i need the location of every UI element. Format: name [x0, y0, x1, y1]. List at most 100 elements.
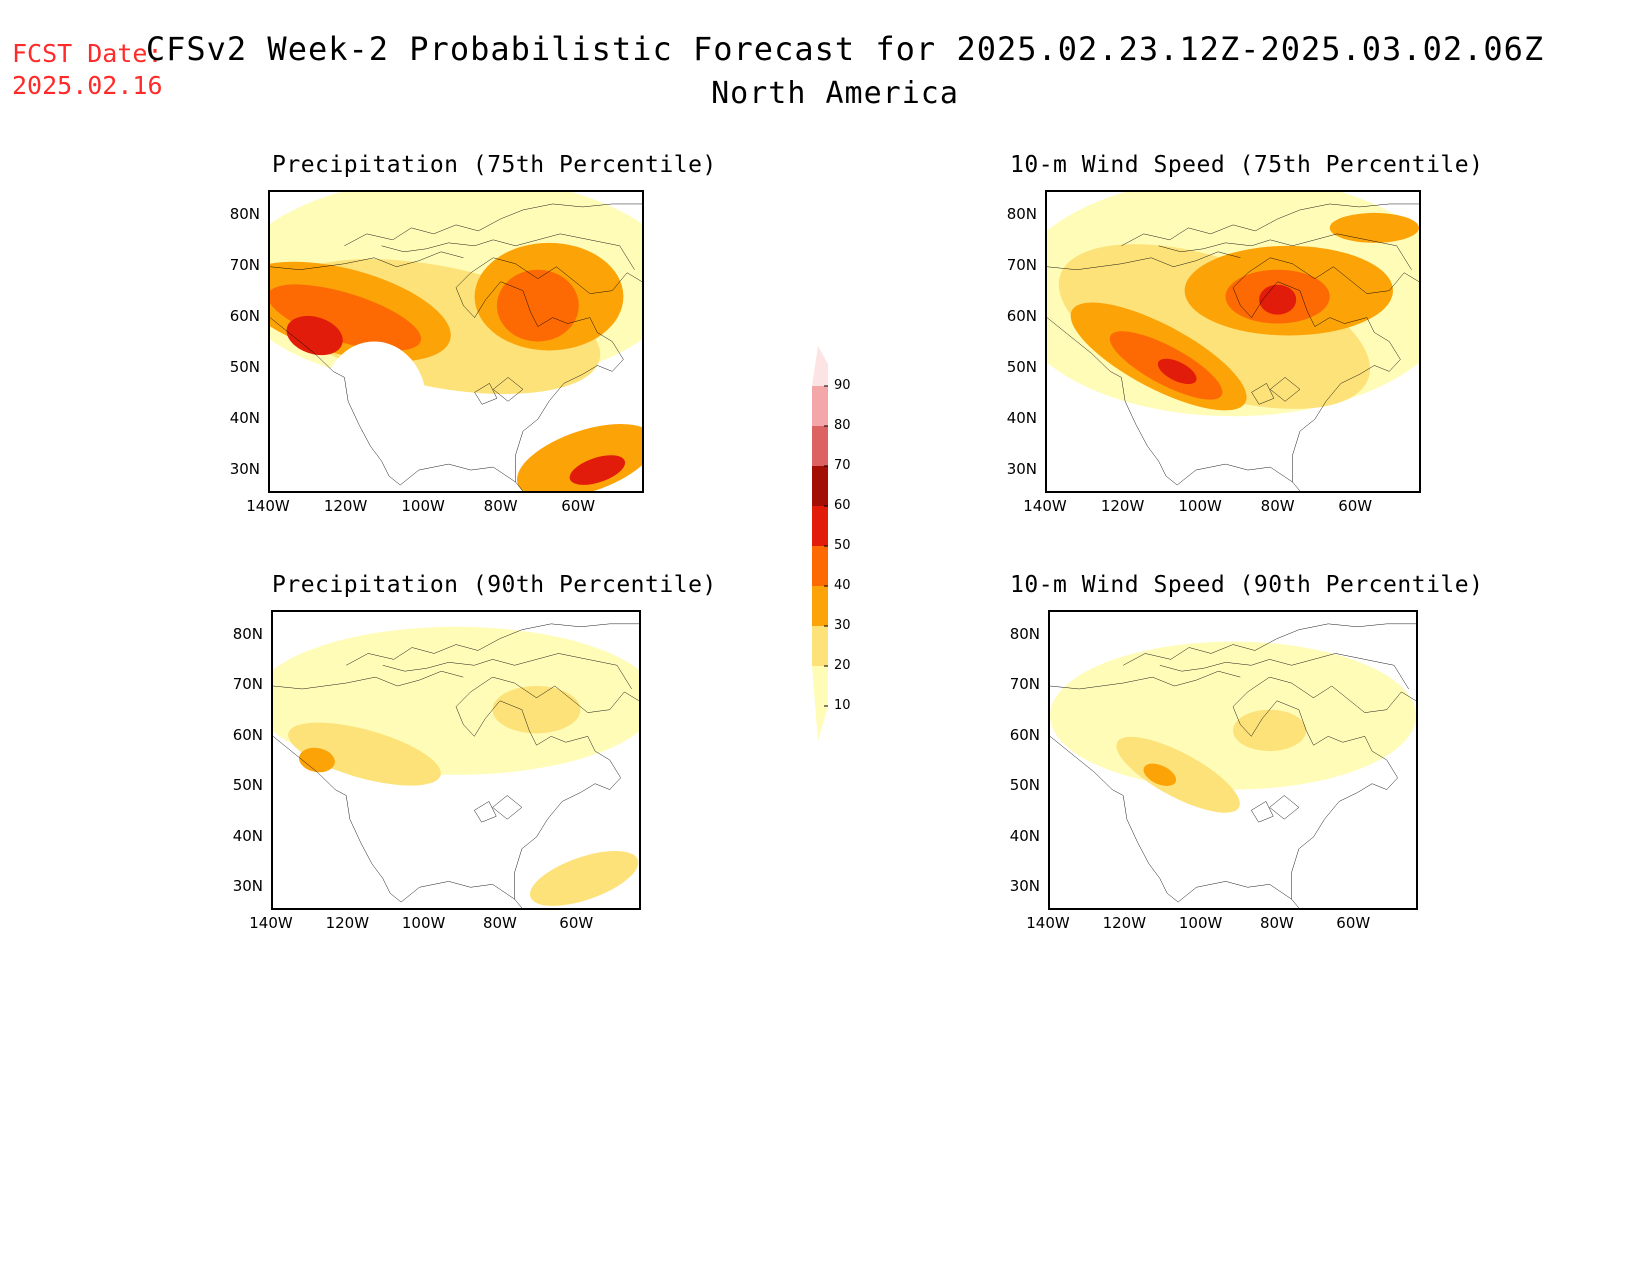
colorbar-segment — [812, 506, 828, 546]
panel-title-precip-90: Precipitation (90th Percentile) — [272, 572, 717, 598]
coastline — [1050, 736, 1178, 902]
coastline — [456, 677, 639, 745]
colorbar-segment — [812, 386, 828, 426]
probability-contour — [374, 389, 464, 474]
lat-tick-label: 30N — [232, 877, 263, 895]
probability-contour — [496, 269, 579, 342]
probability-contour — [286, 315, 343, 356]
lon-tick-label: 140W — [249, 914, 293, 932]
colorbar-level-label: 50 — [834, 538, 851, 553]
coastline — [383, 653, 632, 689]
colorbar-level-label: 70 — [834, 458, 851, 473]
lat-tick-label: 70N — [1006, 256, 1037, 274]
colorbar: 10 20 30 40 50 60 70 80 90 — [812, 336, 902, 746]
probability-contour — [1065, 410, 1178, 483]
lat-tick-label: 30N — [229, 460, 260, 478]
lat-tick-label: 40N — [1006, 409, 1037, 427]
colorbar-segment — [812, 586, 828, 626]
probability-contour — [1259, 284, 1297, 315]
lat-tick-label: 50N — [232, 776, 263, 795]
colorbar-level-label: 40 — [834, 578, 851, 593]
probability-contour — [1329, 212, 1419, 243]
lat-tick-label: 60N — [232, 725, 263, 744]
lon-tick-label: 60W — [1336, 914, 1371, 932]
probability-contour — [270, 284, 422, 351]
coastline — [1292, 736, 1398, 899]
colorbar-level-label: 90 — [834, 378, 851, 393]
probability-contour — [299, 747, 335, 773]
lon-tick-label: 60W — [559, 914, 594, 932]
colorbar-level-label: 80 — [834, 418, 851, 433]
coastline — [1047, 252, 1240, 270]
lat-tick-label: 30N — [1006, 460, 1037, 478]
coastline — [1160, 653, 1409, 689]
map-precip-75 — [268, 190, 644, 493]
coastline — [400, 464, 523, 491]
lon-tick-label: 100W — [1178, 914, 1223, 932]
lat-tick-label: 60N — [1006, 307, 1037, 325]
map-field-precip-90 — [273, 612, 639, 908]
colorbar-segment — [812, 546, 828, 586]
coastline — [1050, 671, 1240, 689]
lat-tick-label: 40N — [229, 409, 260, 427]
probability-contour — [492, 686, 581, 734]
colorbar-graphic — [812, 346, 828, 741]
coastline — [1270, 377, 1300, 401]
map-field-wind-75 — [1047, 192, 1419, 491]
colorbar-level-label: 10 — [834, 698, 851, 713]
lon-tick-label: 100W — [1178, 497, 1222, 515]
lat-tick-label: 80N — [1009, 625, 1040, 643]
lon-tick-label: 80W — [482, 914, 517, 932]
lat-tick-label: 30N — [1009, 877, 1040, 895]
coastline — [382, 234, 635, 270]
colorbar-segment — [812, 666, 828, 741]
coastline — [1233, 677, 1416, 745]
map-wind-90 — [1048, 610, 1418, 910]
map-precip-90 — [271, 610, 641, 910]
coastline — [515, 736, 621, 899]
colorbar-segment — [812, 466, 828, 506]
probability-contour — [516, 424, 642, 491]
coastline — [516, 318, 624, 482]
lat-tick-label: 40N — [232, 826, 263, 845]
lat-tick-label: 40N — [1009, 826, 1040, 845]
coastline — [1233, 258, 1419, 327]
coastline — [346, 624, 639, 665]
lon-tick-label: 120W — [1102, 914, 1147, 932]
coastline — [344, 204, 642, 246]
coastline — [273, 671, 463, 689]
lon-tick-label: 120W — [323, 497, 368, 515]
lon-tick-label: 100W — [401, 914, 446, 932]
probability-contour — [1157, 358, 1197, 385]
probability-contour — [1143, 763, 1177, 786]
lat-tick-label: 60N — [229, 307, 260, 325]
coastline — [401, 881, 522, 908]
probability-contour — [569, 455, 626, 485]
lon-tick-label: 60W — [1338, 497, 1373, 515]
lon-tick-label: 120W — [1100, 497, 1145, 515]
coastline — [1159, 234, 1412, 270]
coastline — [270, 318, 400, 485]
lat-tick-label: 80N — [232, 625, 263, 643]
coastline — [1177, 464, 1300, 491]
panel-title-wind-90: 10-m Wind Speed (90th Percentile) — [1010, 572, 1484, 598]
lat-tick-label: 50N — [229, 358, 260, 376]
coastline — [1047, 318, 1177, 485]
forecast-date-block: FCST Date: 2025.02.16 — [12, 38, 163, 102]
lat-tick-label: 70N — [232, 675, 263, 694]
coastline — [1270, 796, 1299, 820]
map-field-precip-75 — [270, 192, 642, 491]
colorbar-level-label: 20 — [834, 658, 851, 673]
coastline — [270, 252, 463, 270]
coastline — [1252, 383, 1274, 404]
lon-tick-label: 120W — [325, 914, 370, 932]
lon-tick-label: 140W — [1023, 497, 1067, 515]
lat-tick-label: 70N — [229, 256, 260, 274]
probability-contour — [1058, 244, 1371, 409]
probability-contour — [1050, 641, 1416, 790]
lon-tick-label: 80W — [483, 497, 518, 515]
map-field-wind-90 — [1050, 612, 1416, 908]
coastline — [475, 383, 497, 404]
probability-contour — [288, 722, 441, 786]
forecast-date-value: 2025.02.16 — [12, 71, 163, 100]
